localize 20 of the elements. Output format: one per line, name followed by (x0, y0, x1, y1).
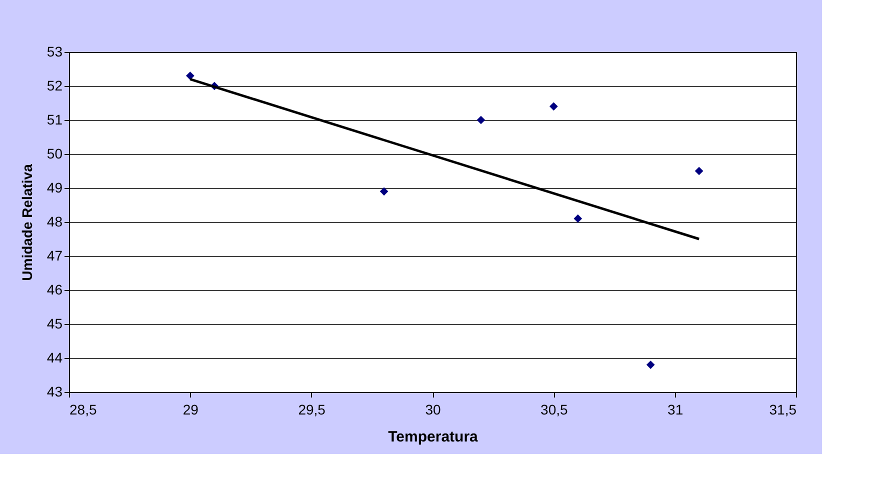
y-tick-label: 50 (46, 146, 63, 162)
x-axis-title: Temperatura (388, 428, 479, 446)
y-axis-title: Umidade Relativa (18, 164, 35, 281)
x-tick-label: 30 (425, 402, 441, 418)
y-tick-label: 46 (46, 282, 63, 298)
x-tick-label: 28,5 (70, 402, 97, 418)
y-tick-label: 47 (46, 248, 63, 264)
y-tick-label: 51 (46, 112, 63, 128)
x-tick-label: 31 (668, 402, 684, 418)
x-tick-label: 29 (182, 402, 199, 418)
y-tick-label: 52 (46, 78, 63, 94)
y-tick-label: 44 (46, 350, 63, 366)
y-tick-label: 49 (46, 180, 63, 196)
x-tick-label: 29,5 (298, 402, 326, 418)
y-tick-label: 45 (46, 316, 63, 332)
y-tick-label: 48 (46, 214, 63, 230)
y-tick-label: 53 (46, 44, 63, 60)
x-tick-label: 30,5 (540, 402, 568, 418)
x-tick-label: 31,5 (769, 402, 797, 418)
y-tick-label: 43 (46, 384, 63, 400)
